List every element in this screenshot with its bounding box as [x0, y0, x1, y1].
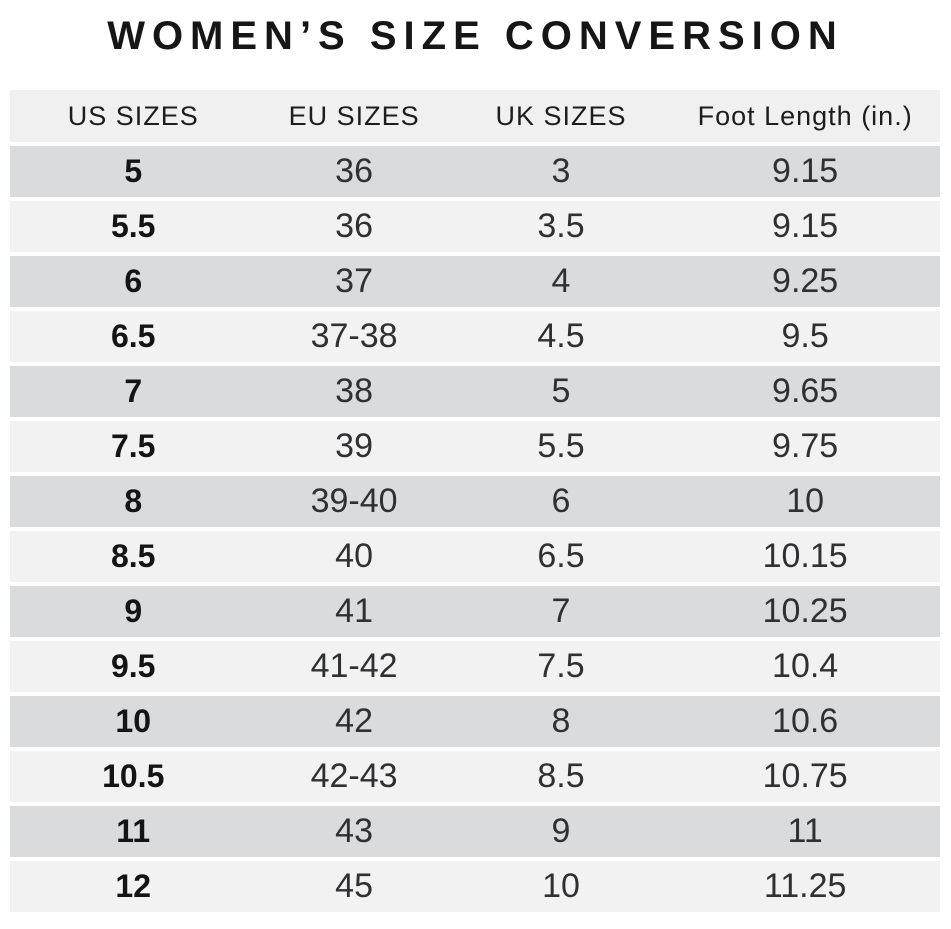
table-row: 6 37 4 9.25	[10, 256, 940, 307]
eu-size-cell: 45	[256, 861, 452, 912]
us-size-cell: 9.5	[10, 641, 257, 692]
table-row: 8.5 40 6.5 10.15	[10, 531, 940, 582]
eu-size-cell: 41-42	[256, 641, 452, 692]
us-size-cell: 8	[10, 476, 257, 527]
eu-size-cell: 39-40	[256, 476, 452, 527]
foot-length-cell: 9.25	[670, 256, 940, 307]
foot-length-cell: 9.15	[670, 201, 940, 252]
us-size-cell: 8.5	[10, 531, 257, 582]
foot-length-cell: 9.15	[670, 146, 940, 197]
uk-size-cell: 5.5	[451, 421, 671, 472]
us-size-cell: 5.5	[10, 201, 257, 252]
uk-size-cell: 10	[451, 861, 671, 912]
us-size-cell: 5	[10, 146, 257, 197]
table-body: 5 36 3 9.15 5.5 36 3.5 9.15 6 37 4 9.25 6.5 37-38 4.5 9…	[10, 146, 940, 912]
foot-length-cell: 9.75	[670, 421, 940, 472]
table-row: 10 42 8 10.6	[10, 696, 940, 747]
eu-size-cell: 42-43	[256, 751, 452, 802]
table-row: 7.5 39 5.5 9.75	[10, 421, 940, 472]
us-size-cell: 7.5	[10, 421, 257, 472]
header-row: US SIZES EU SIZES UK SIZES Foot Length (…	[10, 90, 940, 142]
uk-size-cell: 3	[451, 146, 671, 197]
table-row: 5.5 36 3.5 9.15	[10, 201, 940, 252]
uk-size-cell: 9	[451, 806, 671, 857]
foot-length-cell: 9.65	[670, 366, 940, 417]
uk-size-cell: 8.5	[451, 751, 671, 802]
table-row: 10.5 42-43 8.5 10.75	[10, 751, 940, 802]
column-header-foot-length: Foot Length (in.)	[670, 90, 940, 142]
uk-size-cell: 3.5	[451, 201, 671, 252]
eu-size-cell: 41	[256, 586, 452, 637]
us-size-cell: 10	[10, 696, 257, 747]
foot-length-cell: 9.5	[670, 311, 940, 362]
column-header-eu-sizes: EU SIZES	[256, 90, 452, 142]
uk-size-cell: 8	[451, 696, 671, 747]
us-size-cell: 11	[10, 806, 257, 857]
table-row: 11 43 9 11	[10, 806, 940, 857]
uk-size-cell: 4	[451, 256, 671, 307]
foot-length-cell: 10.4	[670, 641, 940, 692]
us-size-cell: 6.5	[10, 311, 257, 362]
us-size-cell: 7	[10, 366, 257, 417]
uk-size-cell: 6	[451, 476, 671, 527]
foot-length-cell: 10.6	[670, 696, 940, 747]
table-row: 9.5 41-42 7.5 10.4	[10, 641, 940, 692]
foot-length-cell: 11	[670, 806, 940, 857]
column-header-uk-sizes: UK SIZES	[451, 90, 671, 142]
eu-size-cell: 36	[256, 201, 452, 252]
eu-size-cell: 37	[256, 256, 452, 307]
foot-length-cell: 11.25	[670, 861, 940, 912]
foot-length-cell: 10.75	[670, 751, 940, 802]
uk-size-cell: 4.5	[451, 311, 671, 362]
foot-length-cell: 10.15	[670, 531, 940, 582]
table-row: 5 36 3 9.15	[10, 146, 940, 197]
page-title: WOMEN’S SIZE CONVERSION	[107, 14, 844, 58]
eu-size-cell: 38	[256, 366, 452, 417]
table-row: 7 38 5 9.65	[10, 366, 940, 417]
eu-size-cell: 39	[256, 421, 452, 472]
eu-size-cell: 36	[256, 146, 452, 197]
us-size-cell: 10.5	[10, 751, 257, 802]
uk-size-cell: 7	[451, 586, 671, 637]
column-header-us-sizes: US SIZES	[10, 90, 257, 142]
us-size-cell: 6	[10, 256, 257, 307]
foot-length-cell: 10	[670, 476, 940, 527]
us-size-cell: 9	[10, 586, 257, 637]
foot-length-cell: 10.25	[670, 586, 940, 637]
table-row: 6.5 37-38 4.5 9.5	[10, 311, 940, 362]
table-row: 12 45 10 11.25	[10, 861, 940, 912]
uk-size-cell: 5	[451, 366, 671, 417]
uk-size-cell: 7.5	[451, 641, 671, 692]
eu-size-cell: 37-38	[256, 311, 452, 362]
us-size-cell: 12	[10, 861, 257, 912]
uk-size-cell: 6.5	[451, 531, 671, 582]
eu-size-cell: 40	[256, 531, 452, 582]
table-row: 9 41 7 10.25	[10, 586, 940, 637]
size-conversion-table: US SIZES EU SIZES UK SIZES Foot Length (…	[10, 86, 940, 916]
eu-size-cell: 43	[256, 806, 452, 857]
eu-size-cell: 42	[256, 696, 452, 747]
table-row: 8 39-40 6 10	[10, 476, 940, 527]
